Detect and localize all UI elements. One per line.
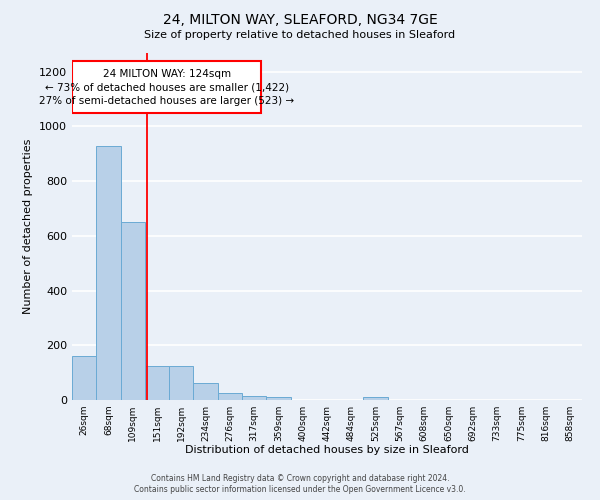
Text: 24, MILTON WAY, SLEAFORD, NG34 7GE: 24, MILTON WAY, SLEAFORD, NG34 7GE	[163, 12, 437, 26]
FancyBboxPatch shape	[73, 60, 262, 112]
Bar	[121, 222, 145, 400]
Text: Size of property relative to detached houses in Sleaford: Size of property relative to detached ho…	[145, 30, 455, 40]
Bar	[72, 356, 96, 400]
Text: Contains HM Land Registry data © Crown copyright and database right 2024.
Contai: Contains HM Land Registry data © Crown c…	[134, 474, 466, 494]
Bar	[364, 398, 388, 400]
Bar	[96, 146, 121, 400]
Bar	[193, 383, 218, 400]
Y-axis label: Number of detached properties: Number of detached properties	[23, 138, 34, 314]
Bar	[218, 392, 242, 400]
Text: 27% of semi-detached houses are larger (523) →: 27% of semi-detached houses are larger (…	[40, 96, 295, 106]
Text: 24 MILTON WAY: 124sqm: 24 MILTON WAY: 124sqm	[103, 68, 231, 78]
Bar	[145, 366, 169, 400]
Bar	[266, 398, 290, 400]
Bar	[169, 366, 193, 400]
X-axis label: Distribution of detached houses by size in Sleaford: Distribution of detached houses by size …	[185, 446, 469, 456]
Text: ← 73% of detached houses are smaller (1,422): ← 73% of detached houses are smaller (1,…	[45, 82, 289, 92]
Bar	[242, 396, 266, 400]
